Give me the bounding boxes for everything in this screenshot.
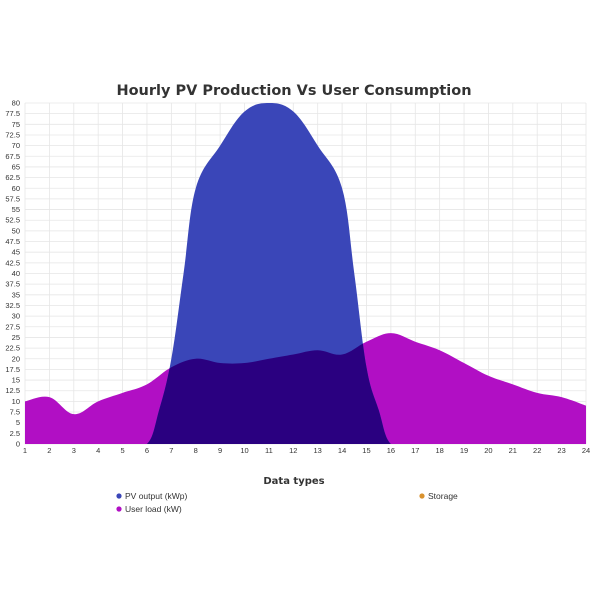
y-tick-label: 0 [16,440,20,449]
y-tick-label: 15 [12,376,20,385]
y-tick-label: 70 [12,141,20,150]
x-tick-label: 5 [120,446,124,455]
x-tick-label: 6 [145,446,149,455]
y-tick-label: 45 [12,248,20,257]
x-tick-label: 8 [194,446,198,455]
y-tick-label: 22.5 [5,344,20,353]
x-tick-label: 10 [240,446,248,455]
x-tick-label: 21 [509,446,517,455]
legend-label: Storage [428,491,458,501]
y-tick-label: 77.5 [5,109,20,118]
legend-label: PV output (kWp) [125,491,188,501]
x-tick-label: 17 [411,446,419,455]
legend-item[interactable]: Storage [419,491,458,501]
y-tick-label: 57.5 [5,194,20,203]
x-tick-label: 11 [265,446,273,455]
y-tick-label: 12.5 [5,386,20,395]
y-tick-label: 55 [12,205,20,214]
x-tick-label: 18 [435,446,443,455]
y-tick-label: 52.5 [5,216,20,225]
y-tick-label: 35 [12,290,20,299]
legend-item[interactable]: User load (kW) [116,504,182,514]
x-tick-label: 22 [533,446,541,455]
y-tick-label: 47.5 [5,237,20,246]
y-tick-label: 62.5 [5,173,20,182]
y-tick-label: 32.5 [5,301,20,310]
y-tick-label: 50 [12,226,20,235]
x-tick-label: 12 [289,446,297,455]
x-axis-ticks: 1 2 3 4 5 6 7 8 9 10 11 12 13 14 15 16 17 18 19 20 21 22 23 24 [23,446,590,455]
x-tick-label: 3 [72,446,76,455]
legend-marker [116,493,122,499]
x-tick-label: 24 [582,446,590,455]
legend-label: User load (kW) [125,504,182,514]
y-tick-label: 80 [12,99,20,108]
x-tick-label: 13 [314,446,322,455]
x-tick-label: 15 [362,446,370,455]
y-tick-label: 60 [12,184,20,193]
y-tick-label: 27.5 [5,322,20,331]
y-tick-label: 75 [12,120,20,129]
y-tick-label: 65 [12,162,20,171]
y-tick-label: 40 [12,269,20,278]
legend-marker [116,506,122,512]
y-tick-label: 17.5 [5,365,20,374]
legend-marker [419,493,425,499]
legend-title: Data types [263,476,324,487]
x-tick-label: 9 [218,446,222,455]
x-tick-label: 2 [47,446,51,455]
y-tick-label: 42.5 [5,258,20,267]
legend: PV output (kWp) Storage User load (kW) [116,491,458,514]
y-tick-label: 25 [12,333,20,342]
y-tick-label: 10 [12,397,20,406]
x-tick-label: 14 [338,446,346,455]
pv-output-area [25,103,586,444]
x-tick-label: 7 [169,446,173,455]
y-tick-label: 67.5 [5,152,20,161]
y-tick-label: 7.5 [10,408,20,417]
x-tick-label: 1 [23,446,27,455]
area-series-layer [25,103,586,444]
chart-title: Hourly PV Production Vs User Consumption [116,83,471,99]
y-tick-label: 30 [12,312,20,321]
x-tick-label: 4 [96,446,100,455]
y-tick-label: 72.5 [5,130,20,139]
y-tick-label: 20 [12,354,20,363]
y-tick-label: 37.5 [5,280,20,289]
x-tick-label: 20 [484,446,492,455]
y-tick-label: 2.5 [10,429,20,438]
x-tick-label: 16 [387,446,395,455]
legend-item[interactable]: PV output (kWp) [116,491,188,501]
x-tick-label: 23 [557,446,565,455]
y-tick-label: 5 [16,418,20,427]
x-tick-label: 19 [460,446,468,455]
